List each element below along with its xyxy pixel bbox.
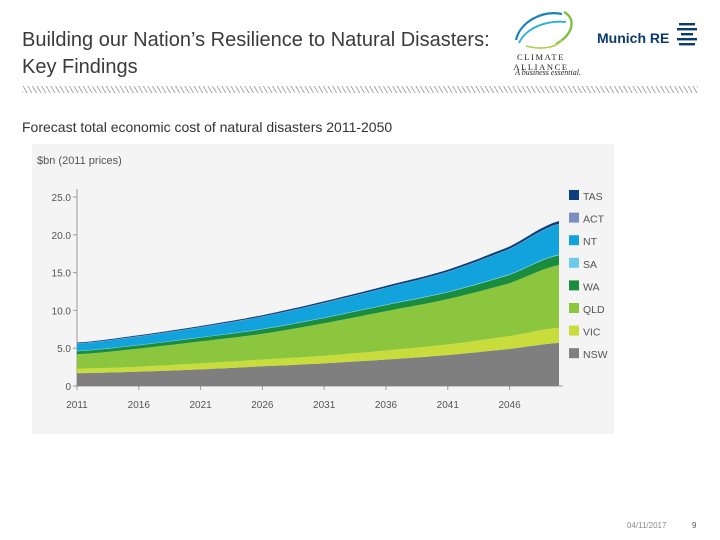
x-tick-label: 2026 (251, 400, 274, 411)
legend-label-wa: WA (583, 281, 600, 293)
legend-label-sa: SA (583, 259, 597, 271)
x-tick-label: 2011 (66, 400, 88, 411)
legend-swatch-nsw (569, 348, 579, 359)
y-tick-label: 0 (65, 382, 71, 393)
slide-title-line-1: Building our Nation’s Resilience to Natu… (22, 29, 490, 51)
legend-label-vic: VIC (583, 327, 601, 339)
x-tick-label: 2021 (189, 400, 212, 411)
x-tick-label: 2046 (498, 400, 521, 411)
x-tick-label: 2041 (437, 400, 460, 411)
legend-swatch-sa (569, 257, 579, 268)
legend-swatch-qld (569, 303, 579, 313)
area-nsw (77, 342, 559, 386)
climate-alliance-tagline: A business essential. (515, 68, 581, 77)
slide-title: Building our Nation’s Resilience to Natu… (22, 27, 490, 81)
climate-alliance-name: CLIMATE ALLIANCE (513, 52, 569, 72)
page-number: 9 (692, 521, 697, 530)
chart-panel: $bn (2011 prices) 0 5.0 10.0 15.0 20.0 25.0 201… (32, 144, 614, 434)
legend-swatch-vic (569, 325, 579, 336)
legend-swatch-nt (569, 235, 579, 246)
footer-date: 04/11/2017 (627, 521, 667, 530)
y-tick-label: 20.0 (52, 231, 72, 242)
x-tick-label: 2016 (128, 400, 151, 411)
chart-subtitle: Forecast total economic cost of natural … (22, 119, 393, 135)
munich-re-logo: Munich RE (597, 22, 699, 52)
munich-re-name: Munich RE (597, 30, 670, 46)
stacked-area-chart: $bn (2011 prices) 0 5.0 10.0 15.0 20.0 25.0 201… (37, 155, 608, 411)
y-axis-label: $bn (2011 prices) (37, 155, 122, 167)
legend-label-nt: NT (583, 236, 598, 248)
y-tick-label: 5.0 (57, 344, 71, 355)
legend-label-act: ACT (583, 214, 605, 226)
area-vic (77, 327, 559, 374)
y-tick-label: 15.0 (52, 269, 72, 280)
legend-label-qld: QLD (583, 304, 605, 316)
title-divider (22, 86, 698, 93)
legend-swatch-act (569, 212, 579, 223)
y-tick-label: 10.0 (52, 306, 72, 317)
legend-swatch-tas (569, 190, 579, 200)
area-qld (77, 265, 559, 369)
munich-re-emblem-icon (677, 23, 697, 46)
legend-label-tas: TAS (583, 191, 603, 203)
area-nt (77, 224, 559, 351)
x-tick-label: 2031 (313, 400, 336, 411)
legend-swatch-wa (569, 280, 579, 291)
x-tick-label: 2036 (375, 400, 398, 411)
slide-title-line-2: Key Findings (22, 56, 138, 78)
legend-label-nsw: NSW (583, 349, 608, 361)
y-tick-label: 25.0 (52, 193, 72, 204)
climate-alliance-swirl-icon (514, 10, 573, 49)
climate-alliance-logo: CLIMATE ALLIANCE A business essential. (486, 4, 596, 84)
